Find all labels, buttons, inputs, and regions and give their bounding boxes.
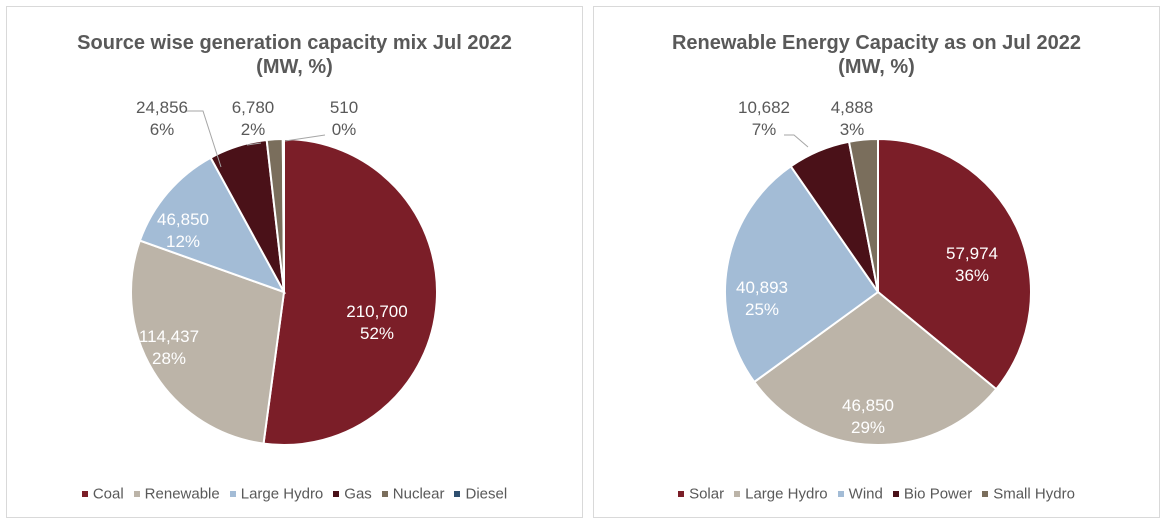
- legend-swatch-icon: [133, 490, 140, 497]
- legend-swatch-icon: [454, 490, 461, 497]
- legend-item-small-hydro: Small Hydro: [982, 485, 1075, 503]
- pie-slice-large-hydro: [138, 156, 287, 294]
- chart-title: Renewable Energy Capacity as on Jul 2022…: [671, 32, 1082, 78]
- legend-item-bio-power: Bio Power: [892, 485, 973, 503]
- leader-line-bio-power: [784, 134, 809, 148]
- data-label-percent-large-hydro: 29%: [851, 418, 885, 437]
- data-label-percent-diesel: 0%: [332, 120, 357, 139]
- data-label-value-nuclear: 6,780: [232, 98, 275, 117]
- data-label-percent-renewable: 28%: [152, 349, 186, 368]
- legend-label: Renewable: [144, 486, 220, 503]
- data-label-percent-small-hydro: 3%: [840, 120, 865, 139]
- pie-slice-large-hydro: [752, 290, 998, 446]
- data-label-value-small-hydro: 4,888: [831, 98, 874, 117]
- data-label-percent-wind: 25%: [745, 300, 779, 319]
- legend-item-diesel: Diesel: [454, 485, 507, 503]
- legend: Coal Renewable Large Hydro Gas Nuclear Diesel: [7, 485, 582, 503]
- legend-label: Large Hydro: [240, 486, 324, 503]
- data-label-percent-bio-power: 7%: [752, 120, 777, 139]
- data-label-value-large-hydro: 46,850: [842, 396, 894, 415]
- legend-item-large-hydro: Large Hydro: [229, 485, 324, 503]
- pie-slice-wind: [724, 164, 880, 384]
- legend-label: Small Hydro: [993, 486, 1075, 503]
- legend-label: Gas: [344, 486, 372, 503]
- data-label-value-solar: 57,974: [946, 244, 998, 263]
- legend-item-nuclear: Nuclear: [381, 485, 445, 503]
- legend-swatch-icon: [982, 490, 989, 497]
- pie-chart-right: 57,974 36% 46,850 29% 40,893 25% 10,682 7% 4,888…: [724, 98, 1032, 446]
- legend-item-large-hydro: Large Hydro: [734, 485, 828, 503]
- pie-slice-diesel: [281, 137, 285, 293]
- legend-item-solar: Solar: [678, 485, 724, 503]
- pie-chart-left: 210,700 52% 114,437 28% 46,850 12% 24,856 6% 6,7…: [130, 98, 438, 446]
- legend-label: Large Hydro: [745, 486, 828, 503]
- pie-slice-small-hydro: [847, 137, 879, 293]
- chart-panel-left: Source wise generation capacity mix Jul …: [6, 6, 583, 518]
- legend: Solar Large Hydro Wind Bio Power Small Hydro: [594, 485, 1159, 503]
- leader-line-diesel: [284, 134, 326, 142]
- legend-label: Nuclear: [392, 486, 445, 503]
- legend-swatch-icon: [381, 490, 388, 497]
- legend-label: Bio Power: [903, 486, 973, 503]
- data-label-value-coal: 210,700: [346, 302, 407, 321]
- chart-panel-right: Renewable Energy Capacity as on Jul 2022…: [593, 6, 1160, 518]
- data-label-value-gas: 24,856: [136, 98, 188, 117]
- legend-item-gas: Gas: [333, 485, 372, 503]
- legend-swatch-icon: [892, 490, 899, 497]
- chart-title: Source wise generation capacity mix Jul …: [77, 32, 512, 78]
- data-label-value-diesel: 510: [330, 98, 358, 117]
- legend-item-wind: Wind: [837, 485, 883, 503]
- data-label-percent-large-hydro: 12%: [166, 232, 200, 251]
- data-label-percent-coal: 52%: [360, 324, 394, 343]
- data-label-value-large-hydro: 46,850: [157, 210, 209, 229]
- pie-slice-renewable: [130, 239, 286, 445]
- data-label-percent-gas: 6%: [150, 120, 175, 139]
- data-label-value-renewable: 114,437: [139, 327, 199, 346]
- legend-swatch-icon: [837, 490, 844, 497]
- legend-swatch-icon: [229, 490, 236, 497]
- legend-swatch-icon: [333, 490, 340, 497]
- legend-swatch-icon: [734, 490, 741, 497]
- legend-label: Diesel: [465, 486, 508, 503]
- leader-line-gas: [185, 110, 222, 168]
- legend-label: Wind: [848, 486, 883, 503]
- data-label-percent-nuclear: 2%: [241, 120, 266, 139]
- data-label-value-wind: 40,893: [736, 278, 788, 297]
- leader-line-nuclear: [246, 142, 262, 146]
- legend-item-renewable: Renewable: [133, 485, 220, 503]
- pie-slice-solar: [877, 137, 1032, 391]
- data-label-value-bio-power: 10,682: [738, 98, 790, 117]
- legend-item-coal: Coal: [81, 485, 124, 503]
- legend-swatch-icon: [678, 490, 685, 497]
- legend-label: Solar: [689, 486, 725, 503]
- legend-label: Coal: [92, 486, 124, 503]
- pie-slice-coal: [262, 137, 438, 446]
- data-label-percent-solar: 36%: [955, 266, 989, 285]
- legend-swatch-icon: [81, 490, 88, 497]
